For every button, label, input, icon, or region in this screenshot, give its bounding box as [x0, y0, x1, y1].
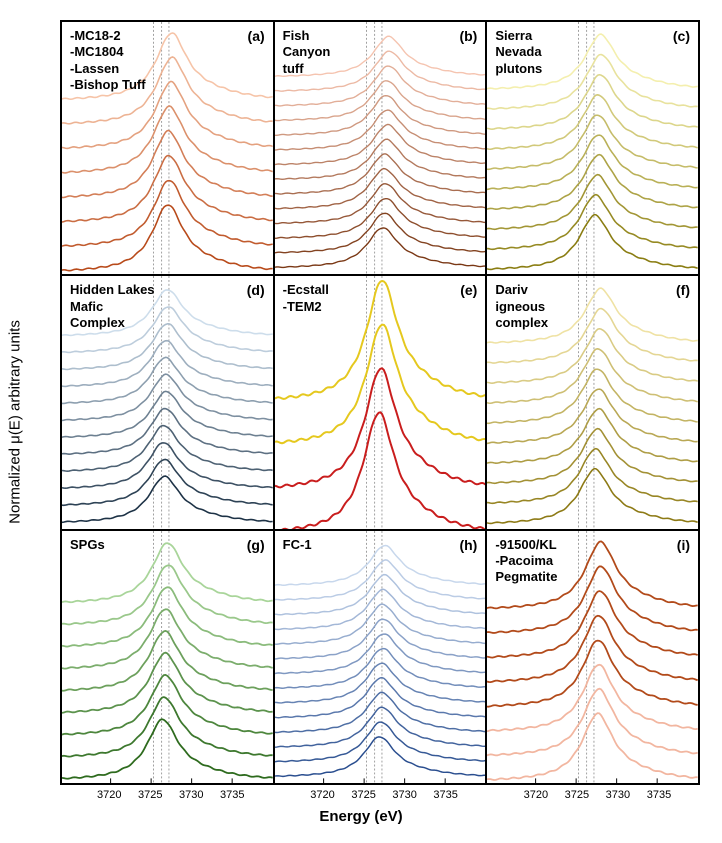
panel-letter: (a) [248, 28, 265, 44]
panel-grid: (a)-MC18-2 -MC1804 -Lassen -Bishop Tuff(… [60, 20, 700, 785]
tick-group: 3720 3725 3730 3735 [60, 785, 273, 805]
panel-e: (e) -Ecstall -TEM2 [274, 275, 487, 529]
panel-title: -MC18-2 -MC1804 -Lassen -Bishop Tuff [70, 28, 146, 93]
panel-title: Fish Canyon tuff [283, 28, 331, 77]
spectrum-curve [62, 426, 273, 472]
panel-g: (g) SPGs [61, 530, 274, 784]
spectrum-curve [62, 358, 273, 404]
x-axis-label: Energy (eV) [319, 808, 402, 825]
spectrum-curve [62, 476, 273, 522]
spectrum-curve [487, 469, 698, 524]
spectrum-curve [487, 195, 698, 250]
spectrum-curve [62, 460, 273, 506]
spectrum-curve [62, 631, 273, 691]
x-tick-label: 3720 [310, 789, 334, 801]
panel-svg [275, 531, 486, 783]
y-axis-label: Normalized μ(E) arbitrary units [7, 320, 24, 524]
panel-letter: (d) [247, 282, 265, 298]
panel-letter: (c) [673, 28, 690, 44]
panel-letter: (g) [247, 537, 265, 553]
spectrum-curve [275, 369, 486, 488]
panel-letter: (h) [459, 537, 477, 553]
spectrum-curve [275, 169, 486, 209]
spectrum-curve [487, 449, 698, 504]
x-tick-label: 3735 [220, 789, 244, 801]
panel-title: Hidden Lakes Mafic Complex [70, 282, 155, 331]
spectrum-curve [62, 156, 273, 222]
panel-c: (c) Sierra Nevada plutons [486, 21, 699, 275]
spectrum-curve [62, 374, 273, 420]
panel-title: -91500/KL -Pacoima Pegmatite [495, 537, 557, 586]
tick-group: 3720 3725 3730 3735 [273, 785, 486, 805]
spectrum-curve [62, 587, 273, 646]
panel-f: (f) Dariv igneous complex [486, 275, 699, 529]
panel-title: Dariv igneous complex [495, 282, 548, 331]
panel-letter: (i) [677, 537, 690, 553]
spectrum-curve [275, 663, 486, 703]
spectrum-curve [62, 131, 273, 198]
spectrum-curve [275, 413, 486, 529]
spectrum-curve [275, 325, 486, 444]
x-tick-label: 3725 [138, 789, 162, 801]
spectrum-curve [62, 341, 273, 387]
panel-letter: (f) [676, 282, 690, 298]
panel-title: FC-1 [283, 537, 312, 553]
x-tick-label: 3730 [392, 789, 416, 801]
panel-i: (i) -91500/KL -Pacoima Pegmatite [486, 530, 699, 784]
x-ticks-row: 3720 3725 3730 3735 3720 3725 3730 3735 3720 3725… [60, 785, 700, 805]
x-tick-label: 3730 [606, 789, 630, 801]
spectrum-curve [487, 215, 698, 270]
panel-letter: (e) [460, 282, 477, 298]
spectrum-curve [275, 574, 486, 614]
spectrum-curve [62, 392, 273, 438]
panel-letter: (b) [459, 28, 477, 44]
panel-a: (a) -MC18-2 -MC1804 -Lassen -Bishop Tuff [61, 21, 274, 275]
tick-group: 3720 3725 3730 3735 [487, 785, 700, 805]
figure-root: Normalized μ(E) arbitrary units Energy (… [20, 20, 702, 823]
spectrum-curve [62, 609, 273, 668]
panel-svg [62, 531, 273, 783]
panel-title: Sierra Nevada plutons [495, 28, 542, 77]
x-tick-label: 3720 [97, 789, 121, 801]
spectrum-curve [62, 565, 273, 624]
spectrum-curve [275, 589, 486, 629]
x-tick-label: 3720 [524, 789, 548, 801]
spectrum-curve [275, 692, 486, 732]
spectrum-curve [275, 604, 486, 644]
spectrum-curve [62, 106, 273, 173]
spectrum-curve [275, 707, 486, 747]
panel-title: -Ecstall -TEM2 [283, 282, 329, 315]
panel-b: (b) Fish Canyon tuff [274, 21, 487, 275]
panel-h: (h) FC-1 [274, 530, 487, 784]
spectrum-curve [62, 697, 273, 757]
spectrum-curve [275, 560, 486, 600]
spectrum-curve [275, 677, 486, 717]
spectrum-curve [62, 443, 273, 488]
spectrum-curve [62, 719, 273, 779]
spectrum-curve [62, 652, 273, 712]
x-tick-label: 3730 [179, 789, 203, 801]
x-tick-label: 3735 [433, 789, 457, 801]
panel-d: (d) Hidden Lakes Mafic Complex [61, 275, 274, 529]
panel-title: SPGs [70, 537, 105, 553]
spectrum-curve [62, 675, 273, 735]
x-tick-label: 3725 [565, 789, 589, 801]
x-tick-label: 3735 [647, 789, 671, 801]
spectrum-curve [62, 409, 273, 455]
x-tick-label: 3725 [351, 789, 375, 801]
